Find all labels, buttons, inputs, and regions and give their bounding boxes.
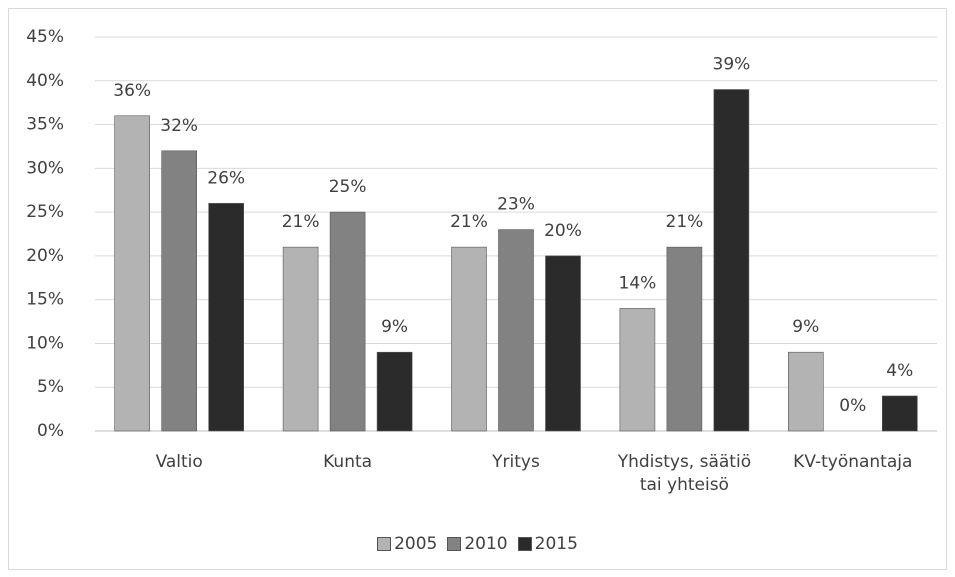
y-tick-label: 10% <box>26 333 64 353</box>
bar <box>666 246 703 432</box>
y-tick-label: 30% <box>26 158 64 178</box>
bar <box>161 150 197 432</box>
x-tick-label: Yhdistys, säätiö tai yhteisö <box>617 452 752 495</box>
y-tick-label: 5% <box>37 377 64 397</box>
bar <box>376 351 413 432</box>
data-label: 39% <box>713 55 751 75</box>
data-label: 4% <box>886 361 913 381</box>
data-label: 0% <box>839 396 866 416</box>
data-label: 9% <box>381 317 408 337</box>
data-label: 23% <box>497 195 535 215</box>
legend-item: 2005 <box>377 534 437 554</box>
x-tick-label: Yritys <box>492 452 540 472</box>
x-tick-label: Kunta <box>323 452 373 472</box>
data-label: 26% <box>207 168 245 188</box>
legend-item: 2015 <box>517 534 578 554</box>
x-tick-label: Valtio <box>155 452 203 472</box>
bar <box>282 246 319 432</box>
legend-swatch <box>447 537 462 551</box>
y-tick-label: 40% <box>26 71 64 91</box>
y-tick-label: 0% <box>37 421 64 441</box>
data-label: 25% <box>329 177 367 197</box>
bar <box>451 246 487 432</box>
data-label: 21% <box>450 212 488 232</box>
data-label: 9% <box>792 317 819 337</box>
legend-label: 2010 <box>464 534 508 554</box>
legend-label: 2005 <box>394 534 438 554</box>
bar <box>881 395 918 432</box>
bar <box>498 229 534 432</box>
legend-item: 2010 <box>447 534 508 554</box>
bar <box>787 351 824 432</box>
data-label: 21% <box>282 212 320 232</box>
data-label: 20% <box>544 221 582 241</box>
bar <box>114 115 150 432</box>
legend: 2005 2010 2015 <box>0 534 955 554</box>
y-tick-label: 35% <box>26 115 64 135</box>
bar <box>713 89 750 432</box>
y-tick-label: 20% <box>26 246 64 266</box>
data-label: 36% <box>113 81 151 101</box>
data-label: 14% <box>619 273 657 293</box>
bar <box>619 308 656 432</box>
data-label: 32% <box>160 116 198 136</box>
legend-swatch <box>517 537 532 551</box>
bar <box>329 211 366 432</box>
x-tick-label: KV-työnantaja <box>793 452 913 472</box>
y-tick-label: 45% <box>26 27 64 47</box>
legend-label: 2015 <box>534 534 578 554</box>
bar <box>208 203 244 432</box>
legend-swatch <box>377 537 392 551</box>
data-label: 21% <box>666 212 704 232</box>
bar <box>545 255 581 432</box>
y-tick-label: 15% <box>26 290 64 310</box>
y-tick-label: 25% <box>26 202 64 222</box>
